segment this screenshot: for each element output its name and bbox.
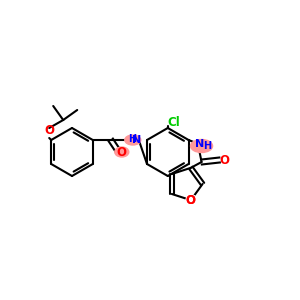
Ellipse shape <box>125 135 141 145</box>
Ellipse shape <box>115 147 129 157</box>
Text: Cl: Cl <box>167 116 180 128</box>
Text: O: O <box>186 194 196 207</box>
Text: O: O <box>186 194 196 207</box>
Text: H: H <box>203 141 211 151</box>
Text: O: O <box>220 154 230 166</box>
Text: O: O <box>44 124 54 136</box>
Text: H: H <box>128 134 136 144</box>
Text: N: N <box>132 135 141 145</box>
Text: O: O <box>117 146 127 158</box>
Ellipse shape <box>190 140 213 152</box>
Text: N: N <box>195 139 204 149</box>
